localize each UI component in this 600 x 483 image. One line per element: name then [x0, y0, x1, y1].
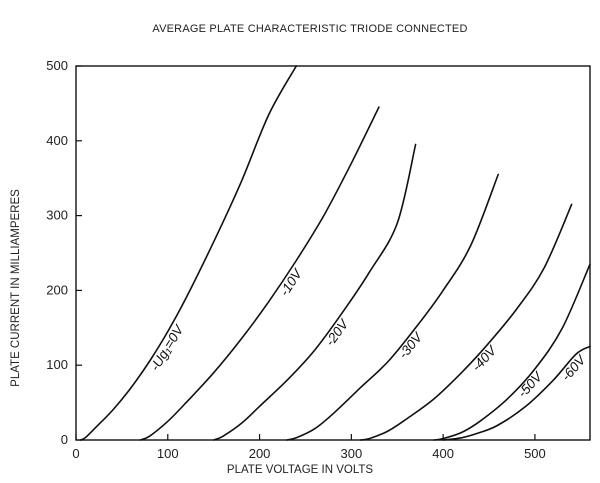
- y-tick-label-300: 300: [46, 208, 68, 223]
- curve-ugt0v: [79, 65, 298, 441]
- y-axis-label: PLATE CURRENT IN MILLIAMPERES: [10, 189, 22, 387]
- x-tick-label-100: 100: [157, 446, 179, 461]
- y-tick-label-0: 0: [61, 432, 68, 447]
- curve-60v: [442, 345, 591, 441]
- curve-label-ugt0v: -Ug₁=0V: [147, 321, 187, 374]
- curve-label-30v: -30V: [395, 328, 426, 361]
- x-tick-label-500: 500: [524, 446, 546, 461]
- curve-10v: [139, 106, 380, 441]
- curve-40v: [359, 203, 573, 441]
- x-axis-label: PLATE VOLTAGE IN VOLTS: [227, 464, 373, 476]
- x-tick-label-300: 300: [341, 446, 363, 461]
- y-tick-label-500: 500: [46, 58, 68, 73]
- x-tick-label-200: 200: [249, 446, 271, 461]
- curve-label-60v: -60V: [558, 351, 589, 384]
- curve-30v: [286, 173, 499, 441]
- y-tick-label-100: 100: [46, 357, 68, 372]
- curve-group: [79, 65, 591, 441]
- curve-label-20v: -20V: [322, 315, 352, 348]
- axis-ticks: 0 100 200 300 400 500 0 100 200 300 400 500: [46, 58, 545, 461]
- x-tick-label-0: 0: [72, 446, 79, 461]
- chart-title: AVERAGE PLATE CHARACTERISTIC TRIODE CONN…: [152, 23, 467, 35]
- curve-20v: [212, 143, 417, 441]
- curve-label-50v: -50V: [515, 368, 547, 401]
- curve-label-40v: -40V: [469, 342, 501, 375]
- y-tick-label-400: 400: [46, 133, 68, 148]
- plot-frame: [75, 65, 591, 441]
- x-tick-label-400: 400: [432, 446, 454, 461]
- curve-label-10v: -10V: [277, 265, 306, 299]
- y-tick-label-200: 200: [46, 282, 68, 297]
- curve-50v: [433, 263, 591, 441]
